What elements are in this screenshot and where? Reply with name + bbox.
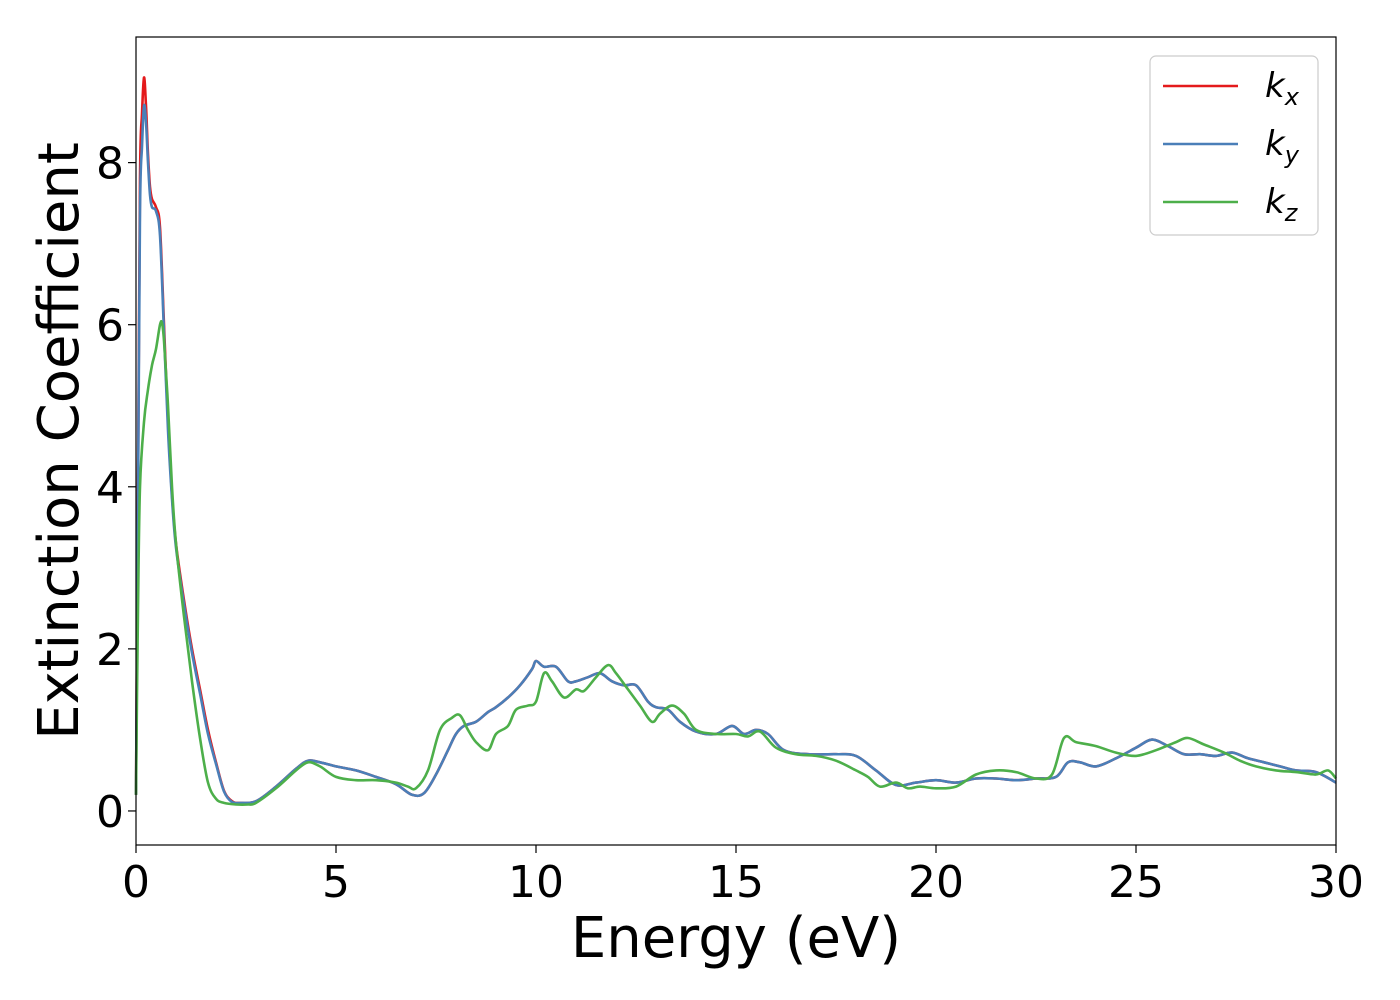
x-axis-ticks: 0 5 10 15 20 25 30 — [122, 845, 1364, 908]
y-tick-label: 4 — [96, 463, 124, 514]
y-tick-label: 6 — [96, 301, 124, 352]
y-tick-label: 0 — [96, 787, 124, 838]
x-tick-label: 20 — [908, 857, 964, 908]
y-axis-label: Extinction Coefficient — [27, 142, 92, 740]
x-tick-label: 10 — [508, 857, 564, 908]
plot-lines — [134, 76, 1337, 806]
x-tick-label: 15 — [708, 857, 764, 908]
x-tick-label: 0 — [122, 857, 150, 908]
legend-label-k-x: kx — [1265, 66, 1300, 111]
y-axis-ticks: 0 2 4 6 8 — [96, 139, 136, 838]
x-tick-label: 5 — [322, 857, 350, 908]
x-tick-label: 30 — [1308, 857, 1364, 908]
y-tick-label: 2 — [96, 625, 124, 676]
x-tick-label: 25 — [1108, 857, 1164, 908]
legend-box — [1149, 55, 1319, 236]
series-line-k-z — [134, 319, 1337, 806]
legend: kx ky kz — [1149, 55, 1319, 236]
legend-label-k-z: kz — [1265, 182, 1299, 227]
y-tick-label: 8 — [96, 139, 124, 190]
x-axis-label: Energy (eV) — [571, 906, 901, 971]
legend-label-k-y: ky — [1265, 124, 1300, 169]
